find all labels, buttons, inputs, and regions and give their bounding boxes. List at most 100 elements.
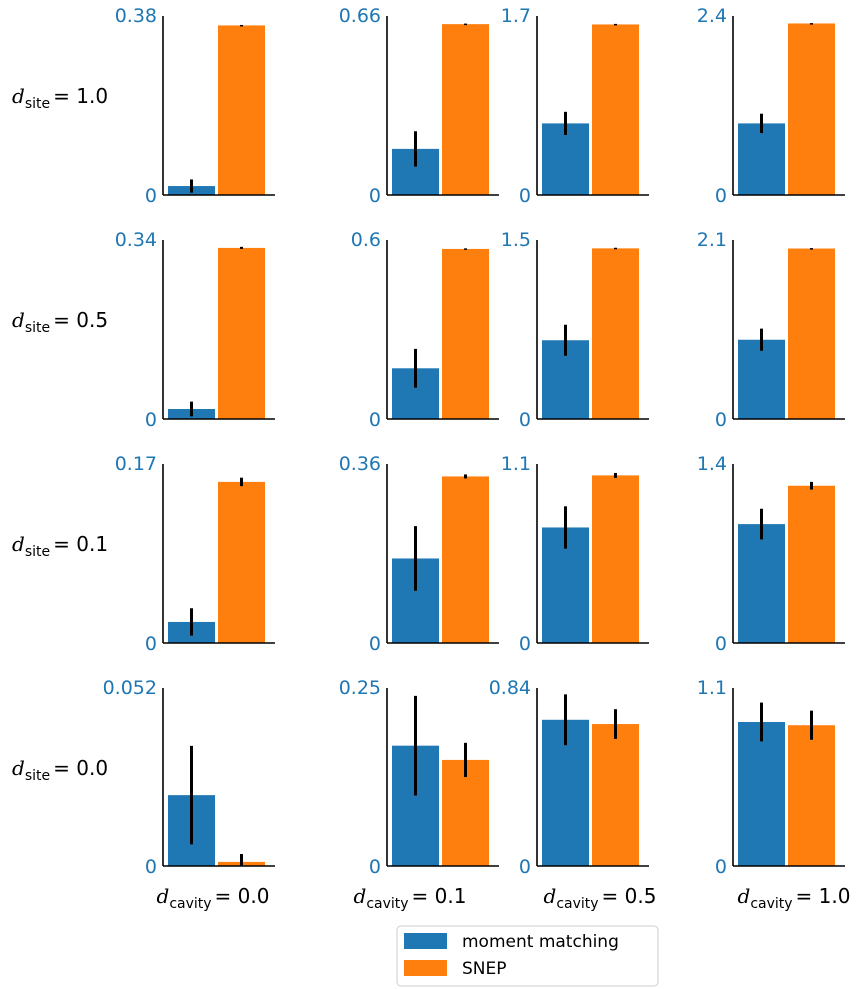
panel-r3-c3: 1.10 (697, 677, 845, 878)
bar-snep-r1-c0 (218, 247, 265, 419)
legend-swatch-0 (404, 933, 447, 949)
panel-r3-c2: 0.84 0 (489, 677, 649, 878)
ytick-max-r3-c2: 0.84 (489, 677, 531, 699)
col-label-equals: = (796, 884, 819, 908)
col-label-sub: cavity (169, 896, 211, 912)
col-label-var: d (157, 884, 170, 908)
ytick-max-r0-c1: 0.66 (339, 5, 381, 27)
ytick-zero-r3-c1: 0 (369, 856, 381, 878)
row-label-value: 0.5 (76, 308, 108, 332)
bar-snep-r2-c0 (218, 481, 265, 643)
panel-r1-c2: 1.50 (501, 229, 649, 431)
col-label-var: d (354, 884, 367, 908)
bar-snep-r3-c3 (788, 725, 835, 866)
col-label-1: dcavity = 0.1 (354, 884, 467, 912)
bar-moment-matching-r0-c2 (542, 123, 589, 195)
ytick-zero-r2-c2: 0 (519, 633, 531, 655)
bar-snep-r3-c2 (592, 724, 639, 866)
panel-r2-c2: 1.10 (501, 453, 649, 655)
bar-snep-r1-c3 (788, 248, 835, 419)
panel-r0-c2: 1.70 (501, 5, 649, 207)
legend: moment matching SNEP (396, 925, 659, 987)
col-label-equals: = (412, 884, 435, 908)
row-label-3: dsite = 0.0 (12, 756, 108, 784)
row-label-value: 0.0 (76, 756, 108, 780)
col-label-0: dcavity = 0.0 (157, 884, 270, 912)
ytick-max-r3-c0: 0.052 (103, 677, 157, 699)
legend-label-1: SNEP (462, 959, 507, 979)
col-label-sub: cavity (366, 896, 408, 912)
ytick-zero-r0-c2: 0 (519, 185, 531, 207)
row-label-value: 1.0 (76, 84, 108, 108)
col-label-var: d (544, 884, 557, 908)
panel-r2-c1: 0.36 0 (339, 453, 499, 655)
row-label-var: d (12, 84, 25, 108)
bar-snep-r2-c1 (442, 476, 489, 643)
bar-snep-r1-c1 (442, 248, 489, 419)
panel-r2-c0: 0.17 0 (115, 453, 275, 655)
bar-moment-matching-r2-c3 (738, 524, 785, 643)
bar-moment-matching-r1-c3 (738, 339, 785, 419)
col-label-sub: cavity (556, 896, 598, 912)
bar-snep-r3-c1 (442, 759, 489, 866)
panel-r1-c1: 0.60 (351, 229, 499, 431)
row-label-equals: = (53, 756, 76, 780)
legend-label-0: moment matching (462, 932, 619, 952)
ytick-zero-r0-c1: 0 (369, 185, 381, 207)
ytick-zero-r3-c3: 0 (715, 856, 727, 878)
col-label-sub: cavity (750, 896, 792, 912)
bar-snep-r0-c0 (218, 25, 265, 196)
bar-moment-matching-r0-c3 (738, 123, 785, 195)
ytick-max-r2-c2: 1.1 (501, 453, 531, 475)
row-label-var: d (12, 756, 25, 780)
bar-snep-r0-c1 (442, 24, 489, 195)
panel-r0-c0: 0.38 0 (115, 5, 275, 207)
row-label-sub: site (25, 96, 50, 112)
panel-r2-c3: 1.40 (697, 453, 845, 655)
panel-r3-c0: 0.052 0 (103, 677, 275, 878)
ytick-max-r1-c2: 1.5 (501, 229, 531, 251)
bar-snep-r0-c2 (592, 24, 639, 196)
ytick-max-r2-c0: 0.17 (115, 453, 157, 475)
ytick-zero-r2-c3: 0 (715, 633, 727, 655)
ytick-max-r1-c1: 0.6 (351, 229, 381, 251)
panel-r1-c0: 0.34 0 (115, 229, 275, 431)
bar-snep-r0-c3 (788, 23, 835, 196)
bar-snep-r1-c2 (592, 248, 639, 419)
col-label-value: 0.5 (625, 884, 657, 908)
row-label-equals: = (53, 84, 76, 108)
ytick-zero-r1-c1: 0 (369, 409, 381, 431)
ytick-zero-r1-c3: 0 (715, 409, 727, 431)
ytick-zero-r2-c0: 0 (145, 633, 157, 655)
ytick-zero-r3-c2: 0 (519, 856, 531, 878)
row-label-sub: site (25, 768, 50, 784)
ytick-max-r0-c3: 2.4 (697, 5, 727, 27)
panel-r3-c1: 0.25 0 (339, 677, 499, 878)
panel-r0-c3: 2.40 (697, 5, 845, 207)
legend-frame (396, 925, 659, 987)
col-label-value: 0.1 (435, 884, 467, 908)
bar-snep-r2-c2 (592, 475, 639, 643)
col-label-3: dcavity = 1.0 (738, 884, 851, 912)
ytick-max-r3-c1: 0.25 (339, 677, 381, 699)
ytick-max-r1-c0: 0.34 (115, 229, 157, 251)
col-label-2: dcavity = 0.5 (544, 884, 657, 912)
ytick-zero-r0-c0: 0 (145, 185, 157, 207)
row-label-value: 0.1 (76, 532, 108, 556)
col-label-value: 0.0 (238, 884, 270, 908)
row-label-1: dsite = 0.5 (12, 308, 108, 336)
row-label-sub: site (25, 320, 50, 336)
ytick-zero-r0-c3: 0 (715, 185, 727, 207)
panel-r1-c3: 2.10 (697, 229, 845, 431)
ytick-zero-r1-c2: 0 (519, 409, 531, 431)
col-label-equals: = (215, 884, 238, 908)
row-label-var: d (12, 532, 25, 556)
row-label-equals: = (53, 532, 76, 556)
panel-r0-c1: 0.66 0 (339, 5, 499, 207)
bar-snep-r2-c3 (788, 485, 835, 643)
row-label-2: dsite = 0.1 (12, 532, 108, 560)
ytick-zero-r3-c0: 0 (145, 856, 157, 878)
ytick-max-r1-c3: 2.1 (697, 229, 727, 251)
ytick-zero-r1-c0: 0 (145, 409, 157, 431)
